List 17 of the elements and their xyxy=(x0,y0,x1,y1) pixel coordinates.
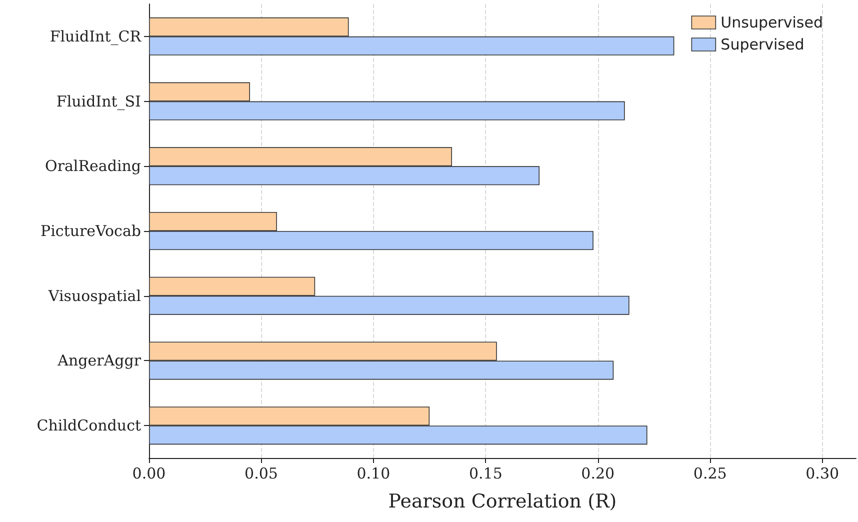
x-tick-label: 0.10 xyxy=(356,464,390,482)
legend-label: Unsupervised xyxy=(720,14,824,32)
x-tick-label: 0.15 xyxy=(468,464,502,482)
y-tick-label: AngerAggr xyxy=(56,352,142,370)
x-tick-label: 0.30 xyxy=(806,464,840,482)
x-tick-label: 0.25 xyxy=(693,464,727,482)
y-tick-label: ChildConduct xyxy=(36,416,141,435)
x-tick-label: 0.20 xyxy=(581,464,615,482)
y-tick-label: OralReading xyxy=(45,157,142,176)
y-tick-label: FluidInt_CR xyxy=(50,27,142,46)
y-tick-label: PictureVocab xyxy=(40,222,141,240)
x-tick-label: 0.05 xyxy=(244,464,278,482)
legend-label: Supervised xyxy=(720,36,804,54)
y-tick-label: Visuospatial xyxy=(47,286,142,305)
y-tick-label: FluidInt_SI xyxy=(56,92,142,110)
x-axis-title: Pearson Correlation (R) xyxy=(388,490,617,512)
x-tick-label: 0.00 xyxy=(132,464,166,482)
